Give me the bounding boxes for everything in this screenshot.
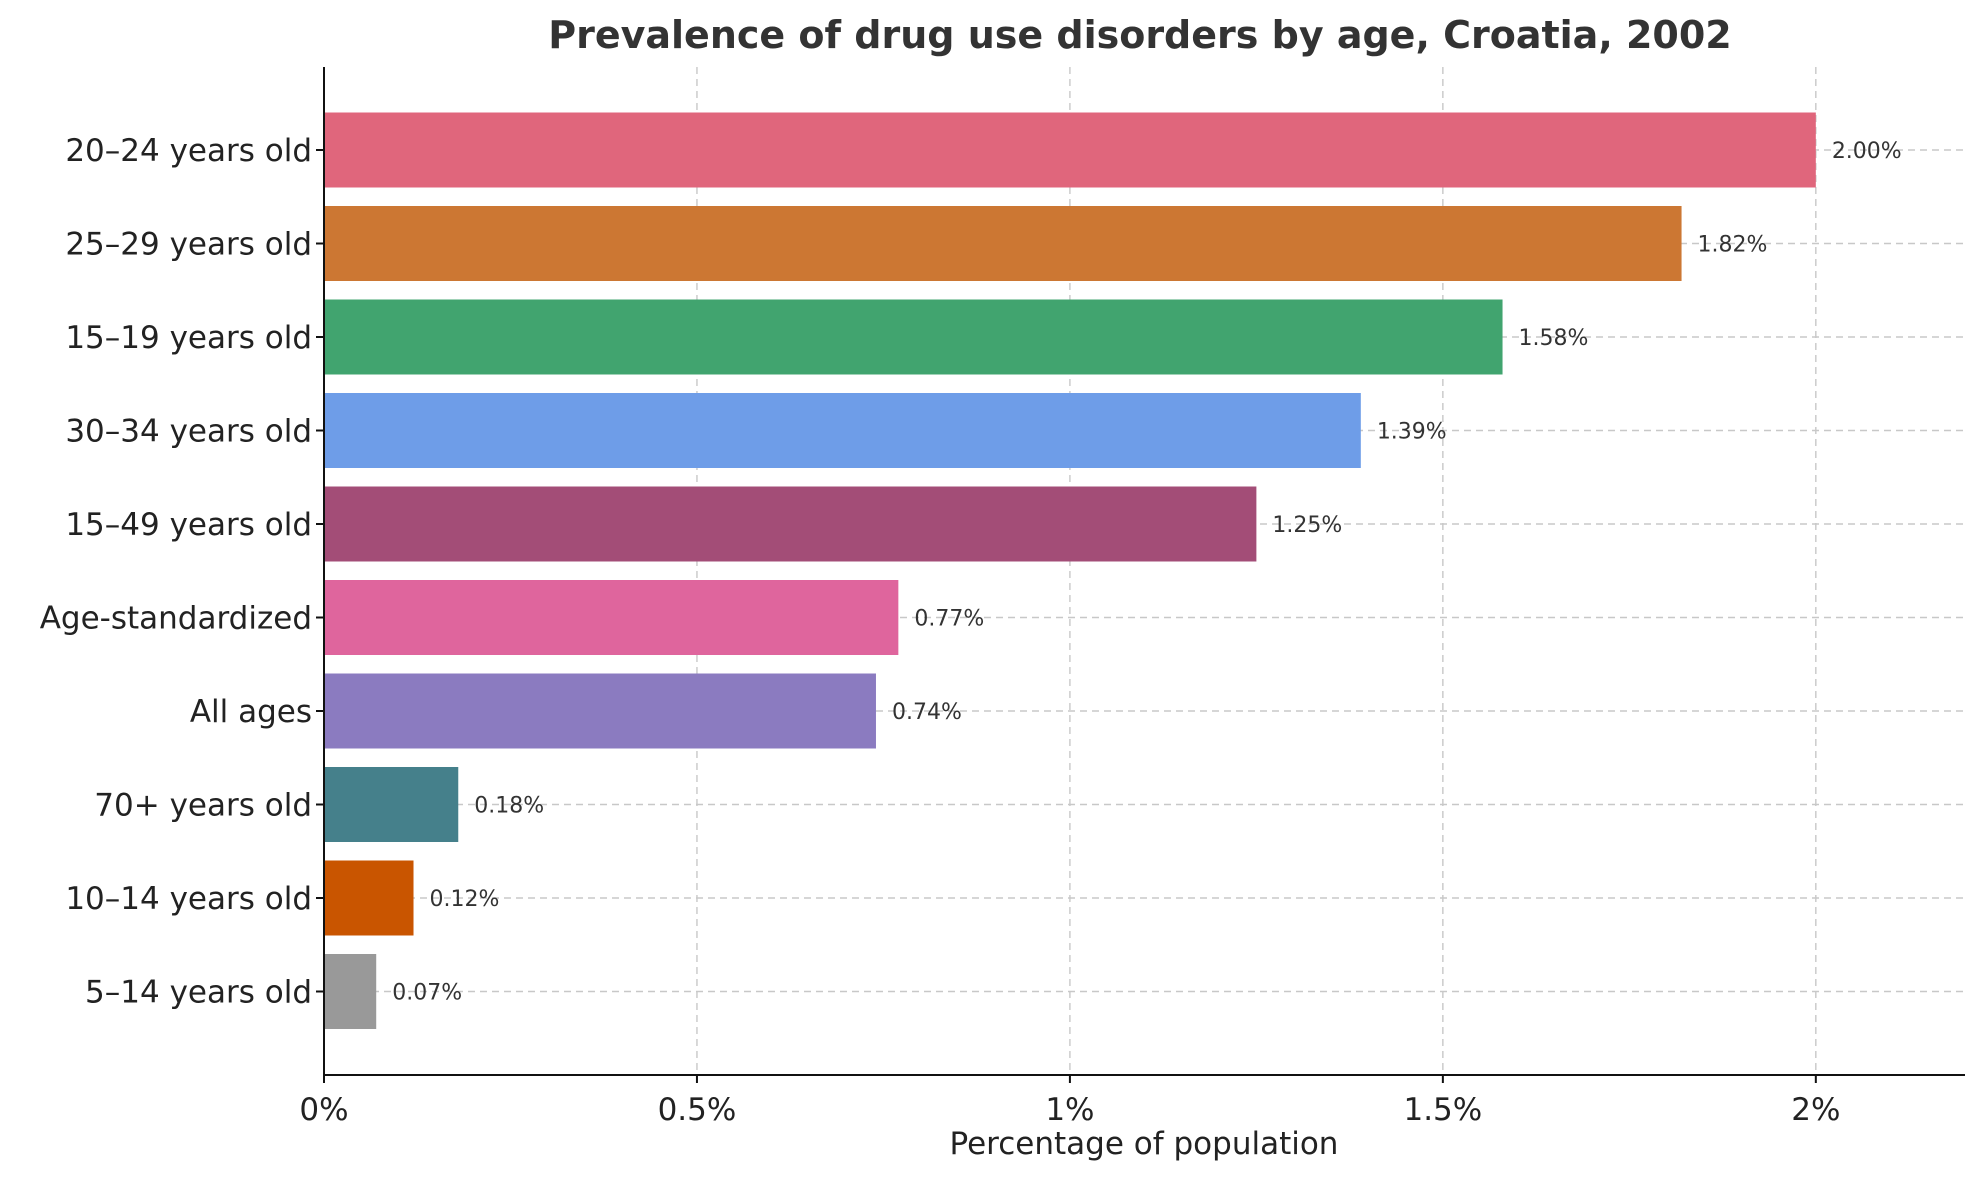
x-tick-label: 0% <box>299 1092 348 1128</box>
bar <box>324 486 1257 562</box>
value-label: 1.25% <box>1272 513 1342 538</box>
category-label: 15–19 years old <box>65 320 312 356</box>
category-label: 20–24 years old <box>65 133 312 169</box>
category-label: 10–14 years old <box>65 881 312 917</box>
value-label: 0.12% <box>430 887 500 912</box>
bar <box>324 393 1361 468</box>
value-label: 0.74% <box>892 700 962 725</box>
value-label: 0.18% <box>474 794 544 819</box>
category-label: 15–49 years old <box>65 507 312 543</box>
bar <box>324 767 459 842</box>
value-label: 2.00% <box>1832 139 1902 164</box>
category-label: 70+ years old <box>94 788 312 824</box>
value-label: 1.39% <box>1377 420 1447 445</box>
axes <box>323 67 1965 1076</box>
category-label: 30–34 years old <box>65 414 312 450</box>
value-label: 1.82% <box>1698 233 1768 258</box>
value-labels: 2.00% 1.82% 1.58% 1.39% 1.25% 0.77% 0.74% 0.18%… <box>392 139 1901 1006</box>
chart-title: Prevalence of drug use disorders by age,… <box>548 13 1732 57</box>
x-axis-label: Percentage of population <box>950 1126 1339 1162</box>
category-label: 5–14 years old <box>85 975 312 1011</box>
bar <box>324 112 1816 188</box>
x-tick-label: 1% <box>1045 1092 1094 1128</box>
bar <box>324 299 1503 375</box>
value-label: 0.77% <box>914 607 984 632</box>
x-tick-label: 1.5% <box>1403 1092 1482 1128</box>
x-tick-label: 0.5% <box>658 1092 737 1128</box>
bars <box>324 112 1816 1029</box>
category-label: Age-standardized <box>40 601 312 637</box>
bar <box>324 673 876 749</box>
value-label: 1.58% <box>1519 326 1589 351</box>
bar <box>324 206 1682 281</box>
category-label: 25–29 years old <box>65 227 312 263</box>
category-labels: 20–24 years old 25–29 years old 15–19 year… <box>40 133 324 1011</box>
value-label: 0.07% <box>392 981 462 1006</box>
bar <box>324 580 899 655</box>
bar <box>324 860 414 936</box>
category-label: All ages <box>190 694 312 730</box>
x-tick-label: 2% <box>1791 1092 1840 1128</box>
bar <box>324 954 377 1029</box>
x-tick-labels: 0% 0.5% 1% 1.5% 2% <box>299 1092 1840 1128</box>
